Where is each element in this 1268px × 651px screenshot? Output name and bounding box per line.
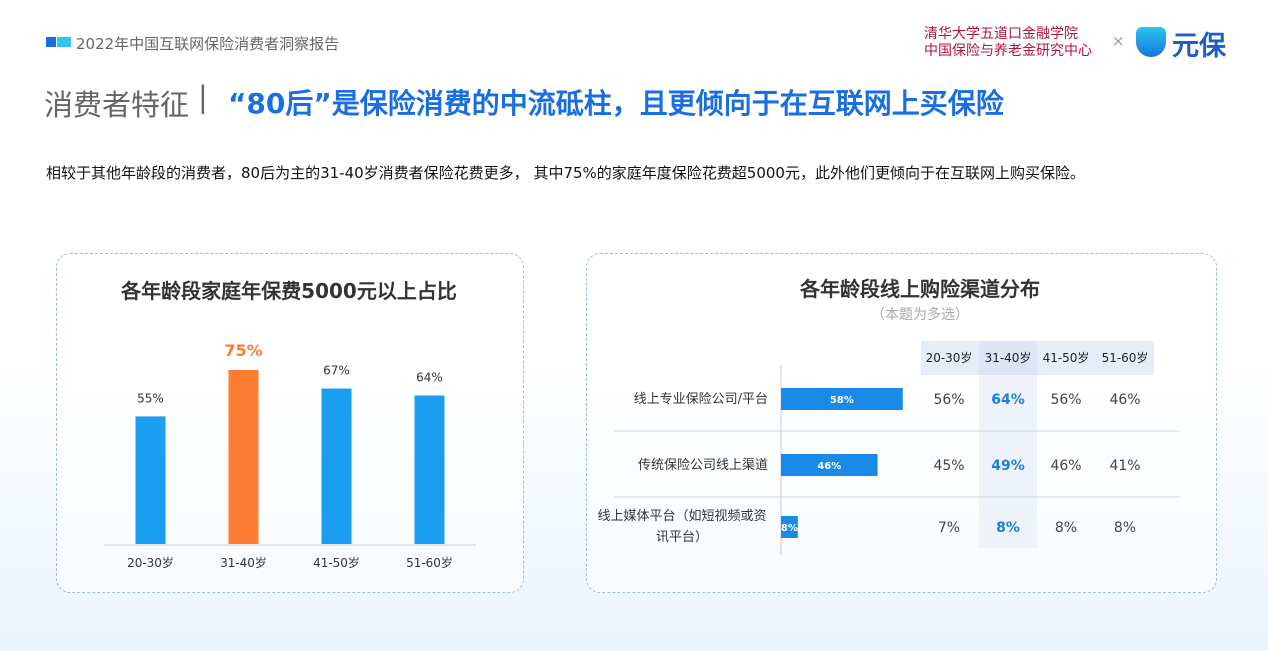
column-header: 51-60岁 [1102, 350, 1149, 365]
bar [781, 388, 903, 410]
panel [56, 253, 524, 593]
bar [321, 388, 352, 544]
bar [781, 516, 798, 538]
x-tick-label: 51-60岁 [406, 555, 453, 570]
separator: × [1112, 32, 1125, 50]
bar [228, 370, 259, 544]
chart-title: 各年龄段家庭年保费5000元以上占比 [120, 279, 457, 303]
bar [135, 416, 166, 544]
headline: “80后”是保险消费的中流砥柱，且更倾向于在互联网上买保险 [228, 87, 1004, 120]
highlight-header [979, 341, 1037, 375]
panel [586, 253, 1217, 593]
table-cell: 56% [933, 392, 964, 408]
category-label: 线上媒体平台（如短视频或资讯平台） [597, 509, 767, 545]
table-cell: 64% [991, 392, 1025, 408]
section-title: 消费者特征 [44, 88, 190, 122]
table-cell: 8% [1055, 520, 1077, 536]
table-cell: 45% [933, 458, 964, 474]
value-label: 64% [416, 371, 443, 385]
table-cell: 49% [991, 458, 1025, 474]
x-tick-label: 20-30岁 [127, 555, 174, 570]
table-header [921, 341, 1154, 375]
category-label: 传统保险公司线上渠道 [637, 457, 768, 473]
table-cell: 46% [1109, 392, 1140, 408]
brand-name: 元保 [1172, 31, 1226, 62]
chart-title: 各年龄段线上购险渠道分布 [799, 277, 1040, 301]
category-label: 线上专业保险公司/平台 [633, 391, 768, 407]
column-header: 31-40岁 [985, 350, 1032, 365]
value-label: 46% [817, 461, 841, 472]
value-label: 8% [781, 523, 798, 534]
value-label: 67% [323, 364, 350, 378]
org-name: 中国保险与养老金研究中心 [924, 43, 1092, 59]
header-icon [57, 37, 71, 47]
table-cell: 7% [938, 520, 960, 536]
x-tick-label: 31-40岁 [220, 555, 267, 570]
chart-subtitle: （本题为多选） [871, 306, 969, 323]
bar [414, 395, 445, 544]
title-bar: | [198, 80, 208, 114]
highlight-column [979, 341, 1037, 548]
header-icon [46, 37, 56, 47]
table-cell: 8% [1114, 520, 1136, 536]
table-cell: 46% [1050, 458, 1081, 474]
value-label: 55% [137, 391, 164, 405]
org-name: 清华大学五道口金融学院 [924, 26, 1078, 42]
value-label: 75% [224, 341, 262, 360]
column-header: 41-50岁 [1043, 350, 1090, 365]
x-tick-label: 41-50岁 [313, 555, 360, 570]
bar [781, 454, 878, 476]
table-cell: 8% [996, 520, 1020, 536]
column-header: 20-30岁 [926, 350, 973, 365]
brand-logo [1136, 27, 1166, 57]
value-label: 58% [830, 395, 854, 406]
table-cell: 41% [1109, 458, 1140, 474]
report-name: 2022年中国互联网保险消费者洞察报告 [76, 35, 340, 53]
table-cell: 56% [1050, 392, 1081, 408]
intro: 相较于其他年龄段的消费者，80后为主的31-40岁消费者保险花费更多， 其中75… [46, 164, 1085, 182]
